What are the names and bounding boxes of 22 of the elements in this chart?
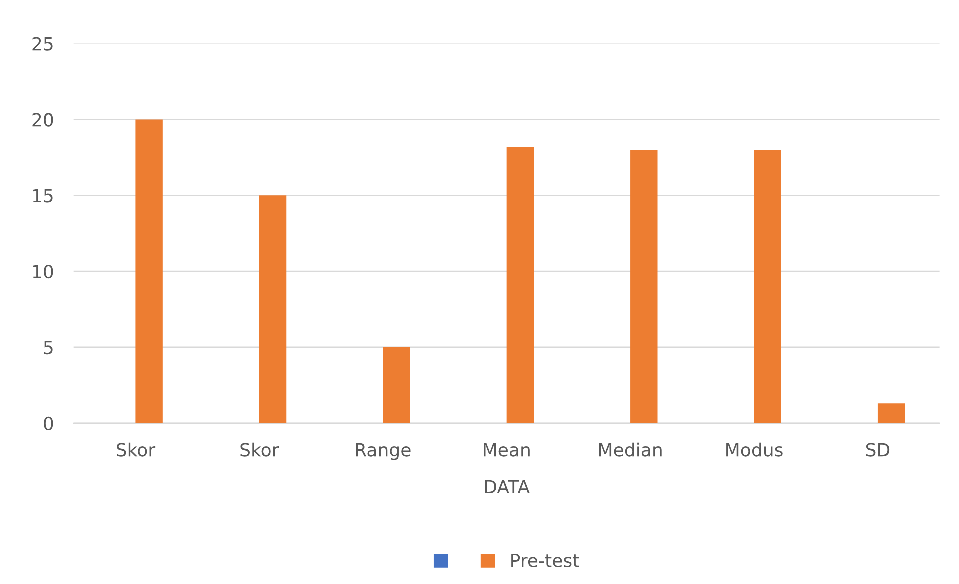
bar	[259, 196, 287, 424]
legend-label: Pre-test	[512, 554, 580, 568]
x-tick-label: SD	[866, 443, 890, 457]
y-tick-label: 20	[32, 113, 54, 127]
bar	[383, 347, 410, 424]
bar	[506, 147, 534, 424]
bar	[878, 404, 906, 424]
x-tick-label: Skor	[117, 442, 156, 457]
x-tick-label: Modus	[726, 442, 783, 457]
y-tick-label: 0	[44, 416, 54, 431]
bar	[136, 120, 163, 424]
y-tick-label: 25	[32, 37, 53, 51]
y-tick-label: 15	[33, 189, 53, 203]
x-tick-label: Median	[599, 442, 662, 457]
y-tick-label: 5	[44, 341, 53, 355]
bar	[630, 150, 658, 424]
bar	[754, 150, 782, 424]
x-tick-label: Range	[356, 443, 411, 460]
x-axis-title: DATA	[485, 480, 530, 494]
y-tick-label: 10	[33, 265, 54, 279]
x-tick-label: Mean	[484, 443, 530, 457]
x-tick-label: Skor	[240, 442, 280, 457]
